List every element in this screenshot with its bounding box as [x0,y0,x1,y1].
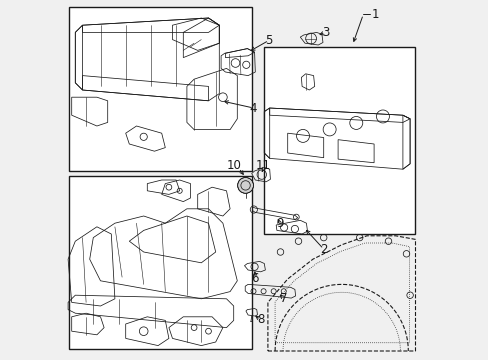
Circle shape [237,177,253,193]
Text: 9: 9 [275,217,283,230]
Text: 10: 10 [226,159,242,172]
Bar [264,47,415,234]
Text: 4: 4 [249,102,257,114]
Text: 1: 1 [371,8,379,21]
Text: 7: 7 [279,292,286,305]
Text: 8: 8 [257,313,264,326]
Text: 6: 6 [251,273,259,285]
Text: 5: 5 [265,34,272,47]
Bar [69,7,252,171]
Text: 2: 2 [319,243,327,256]
Text: 11: 11 [256,159,270,172]
Text: 3: 3 [321,26,328,39]
Bar [69,176,252,349]
